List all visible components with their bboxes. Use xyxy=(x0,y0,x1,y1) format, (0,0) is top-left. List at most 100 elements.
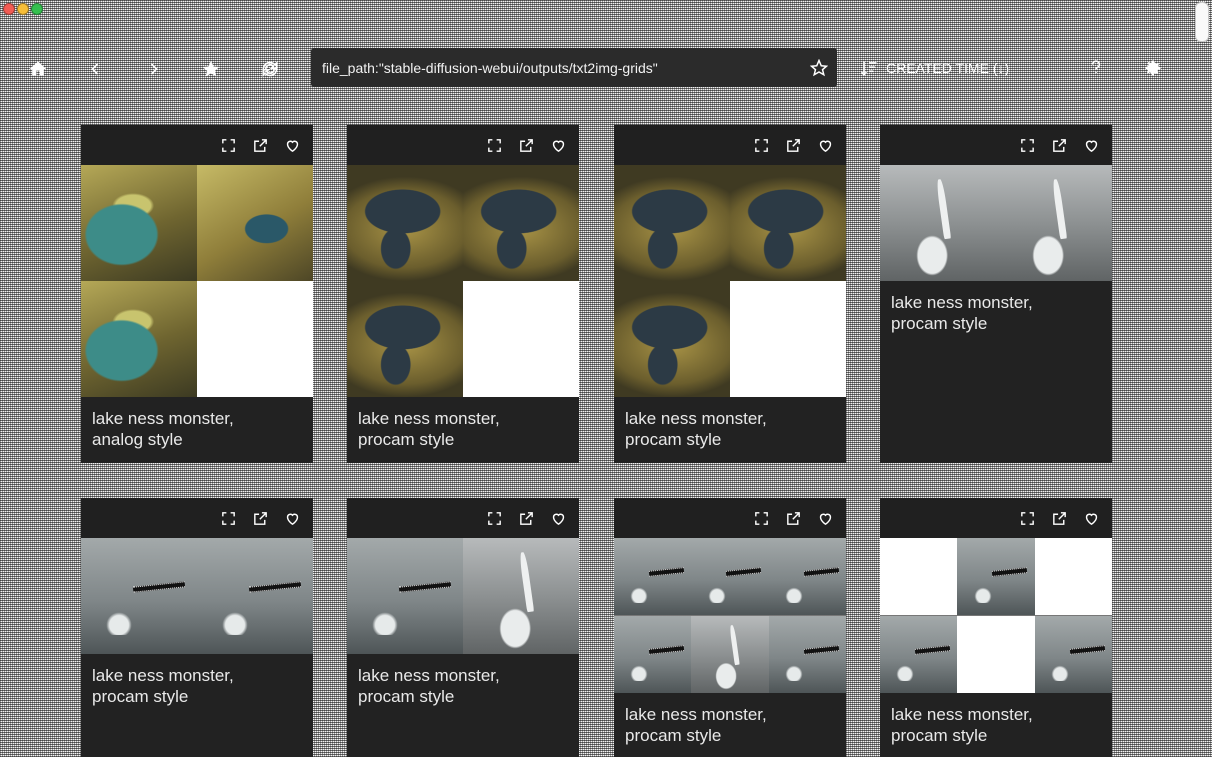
open-external-icon[interactable] xyxy=(1050,136,1068,154)
grid-tile xyxy=(957,538,1035,615)
card-header xyxy=(347,125,579,165)
image-thumbnail[interactable] xyxy=(81,538,313,654)
grid-tile xyxy=(347,165,463,281)
search-bar xyxy=(311,48,837,87)
heart-icon[interactable] xyxy=(549,136,567,154)
chevron-right-icon[interactable] xyxy=(143,58,165,80)
open-external-icon[interactable] xyxy=(251,136,269,154)
minimize-window-button[interactable] xyxy=(17,3,29,15)
grid-tile-empty xyxy=(197,281,313,397)
open-external-icon[interactable] xyxy=(1050,509,1068,527)
image-card[interactable]: lake ness monster, procam style xyxy=(880,498,1112,757)
sort-label: CREATED TIME (↓) xyxy=(886,60,1010,76)
grid-tile xyxy=(81,281,197,397)
image-caption: lake ness monster, procam style xyxy=(891,705,1033,745)
expand-icon[interactable] xyxy=(219,136,237,154)
image-thumbnail[interactable] xyxy=(347,165,579,397)
image-thumbnail[interactable] xyxy=(880,538,1112,693)
heart-icon[interactable] xyxy=(283,509,301,527)
home-icon[interactable] xyxy=(27,58,49,80)
expand-icon[interactable] xyxy=(485,509,503,527)
gear-icon[interactable] xyxy=(1142,57,1164,79)
sort-button[interactable]: CREATED TIME (↓) xyxy=(858,56,1009,80)
grid-tile xyxy=(614,616,691,693)
image-card[interactable]: lake ness monster, procam style xyxy=(614,125,846,463)
image-card[interactable]: lake ness monster, procam style xyxy=(347,498,579,757)
image-thumbnail[interactable] xyxy=(614,538,846,693)
grid-tile xyxy=(730,165,846,281)
card-header xyxy=(81,125,313,165)
card-header xyxy=(880,125,1112,165)
expand-icon[interactable] xyxy=(1018,509,1036,527)
heart-icon[interactable] xyxy=(549,509,567,527)
star-outline-icon[interactable] xyxy=(200,58,222,80)
heart-icon[interactable] xyxy=(1082,136,1100,154)
grid-tile xyxy=(691,538,769,615)
expand-icon[interactable] xyxy=(1018,136,1036,154)
grid-tile xyxy=(347,281,463,397)
expand-icon[interactable] xyxy=(219,509,237,527)
grid-tile xyxy=(880,616,957,693)
grid-tile-empty xyxy=(880,538,957,615)
image-caption: lake ness monster, procam style xyxy=(891,293,1033,333)
question-icon[interactable] xyxy=(1085,56,1107,78)
image-card[interactable]: lake ness monster, procam style xyxy=(880,125,1112,463)
expand-icon[interactable] xyxy=(752,136,770,154)
grid-tile xyxy=(614,538,691,615)
refresh-icon[interactable] xyxy=(259,58,281,80)
grid-tile xyxy=(463,538,579,654)
grid-tile xyxy=(614,281,730,397)
open-external-icon[interactable] xyxy=(517,509,535,527)
image-thumbnail[interactable] xyxy=(81,165,313,397)
chevron-left-icon[interactable] xyxy=(84,58,106,80)
image-caption: lake ness monster, analog style xyxy=(92,409,234,449)
card-header xyxy=(614,125,846,165)
expand-icon[interactable] xyxy=(485,136,503,154)
image-card[interactable]: lake ness monster, procam style xyxy=(614,498,846,757)
image-thumbnail[interactable] xyxy=(347,538,579,654)
image-caption: lake ness monster, procam style xyxy=(625,705,767,745)
scrollbar-thumb[interactable] xyxy=(1195,2,1209,42)
grid-tile xyxy=(1035,616,1112,693)
open-external-icon[interactable] xyxy=(251,509,269,527)
grid-tile xyxy=(197,538,313,654)
image-card[interactable]: lake ness monster, procam style xyxy=(81,498,313,757)
close-window-button[interactable] xyxy=(3,3,15,15)
open-external-icon[interactable] xyxy=(517,136,535,154)
grid-tile-empty xyxy=(463,281,579,397)
expand-icon[interactable] xyxy=(752,509,770,527)
image-card[interactable]: lake ness monster, procam style xyxy=(347,125,579,463)
image-caption: lake ness monster, procam style xyxy=(92,666,234,706)
search-input[interactable] xyxy=(322,59,809,76)
image-card[interactable]: lake ness monster, analog style xyxy=(81,125,313,463)
open-external-icon[interactable] xyxy=(784,509,802,527)
grid-tile xyxy=(996,165,1112,281)
grid-tile xyxy=(691,616,769,693)
heart-icon[interactable] xyxy=(816,136,834,154)
grid-tile xyxy=(197,165,313,281)
card-header xyxy=(614,498,846,538)
heart-icon[interactable] xyxy=(816,509,834,527)
image-thumbnail[interactable] xyxy=(880,165,1112,281)
zoom-window-button[interactable] xyxy=(31,3,43,15)
star-icon[interactable] xyxy=(809,58,829,78)
image-thumbnail[interactable] xyxy=(614,165,846,397)
grid-tile xyxy=(769,616,846,693)
grid-tile xyxy=(880,165,996,281)
card-header xyxy=(81,498,313,538)
window-titlebar xyxy=(0,0,1212,18)
sort-descending-icon xyxy=(858,58,880,78)
grid-tile xyxy=(769,538,846,615)
grid-tile xyxy=(347,538,463,654)
heart-icon[interactable] xyxy=(283,136,301,154)
grid-tile-empty xyxy=(1035,538,1112,615)
grid-tile-empty xyxy=(730,281,846,397)
open-external-icon[interactable] xyxy=(784,136,802,154)
image-caption: lake ness monster, procam style xyxy=(625,409,767,449)
card-header xyxy=(880,498,1112,538)
card-header xyxy=(347,498,579,538)
heart-icon[interactable] xyxy=(1082,509,1100,527)
image-caption: lake ness monster, procam style xyxy=(358,666,500,706)
grid-tile-empty xyxy=(957,616,1035,693)
grid-tile xyxy=(81,165,197,281)
